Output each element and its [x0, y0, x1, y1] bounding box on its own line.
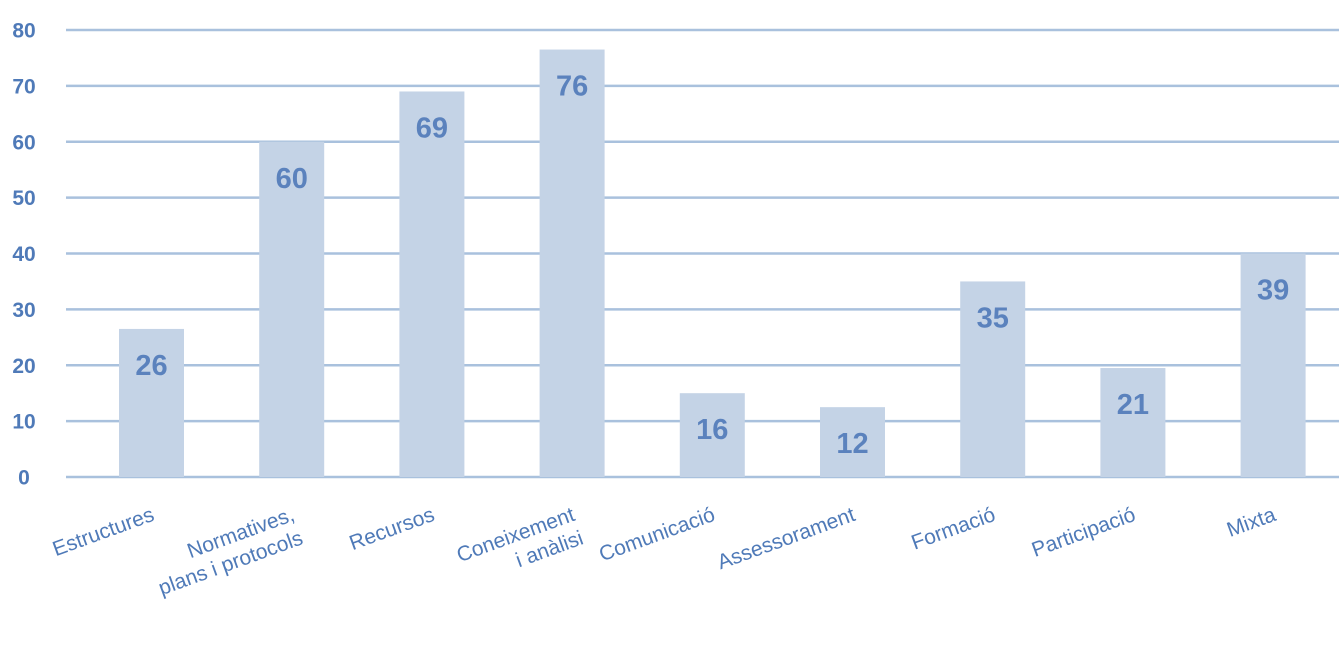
x-tick-label: Formació: [908, 503, 998, 555]
bars: [119, 49, 1306, 478]
x-tick-label: Mixta: [1224, 503, 1279, 542]
x-tick-label-line: Mixta: [1224, 503, 1279, 542]
data-label: 21: [1117, 389, 1149, 421]
x-axis-category-labels: Estructures Normatives,plans i protocols R…: [50, 503, 1280, 600]
bar: [679, 393, 745, 477]
data-label: 69: [416, 112, 448, 144]
bar: [539, 49, 605, 478]
data-label: 35: [977, 302, 1009, 334]
x-tick-label: Comunicació: [596, 503, 718, 566]
bar: [1240, 253, 1306, 477]
x-tick-label-line: Estructures: [50, 503, 158, 561]
bar: [1100, 368, 1166, 477]
bar: [119, 328, 184, 477]
data-label: 76: [556, 71, 588, 103]
x-tick-label-line: Assessorament: [714, 503, 858, 574]
bar: [960, 281, 1026, 477]
data-label: 12: [836, 428, 868, 460]
y-tick-label: 0: [18, 467, 30, 490]
x-tick-label: Estructures: [50, 503, 158, 561]
y-tick-label: 30: [12, 299, 35, 322]
x-tick-label: Participació: [1029, 503, 1139, 562]
bar: [259, 141, 325, 477]
x-tick-label-line: Participació: [1029, 503, 1139, 562]
bar: [399, 91, 465, 478]
y-tick-label: 80: [12, 20, 35, 43]
y-tick-label: 70: [12, 75, 35, 98]
data-labels: 26 60 69 76 16 12 35 21 39: [135, 71, 1289, 461]
x-tick-label-line: Comunicació: [596, 503, 718, 566]
data-label: 60: [276, 163, 308, 195]
x-tick-label: Recursos: [346, 503, 437, 555]
y-tick-label: 60: [12, 131, 35, 154]
x-tick-label-line: Recursos: [346, 503, 437, 555]
data-label: 26: [135, 350, 167, 382]
x-tick-label: Assessorament: [714, 503, 858, 574]
x-tick-label: Normatives,plans i protocols: [155, 503, 305, 600]
y-tick-label: 40: [12, 243, 35, 266]
y-tick-label: 50: [12, 187, 35, 210]
y-tick-label: 10: [12, 411, 35, 434]
data-label: 39: [1257, 275, 1289, 307]
bar: [820, 407, 885, 477]
y-tick-label: 20: [12, 355, 35, 378]
x-tick-label-line: Formació: [908, 503, 998, 555]
y-axis-tick-labels: 0 10 20 30 40 50 60 70 80: [12, 20, 35, 490]
data-label: 16: [696, 414, 728, 446]
